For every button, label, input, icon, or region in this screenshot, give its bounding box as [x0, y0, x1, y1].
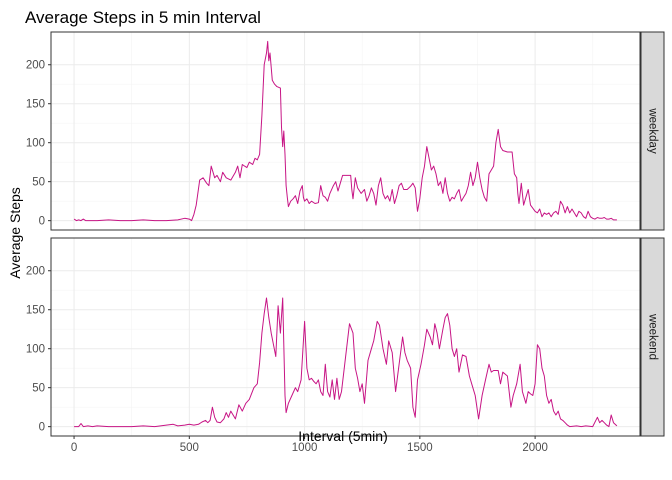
x-tick-label: 1500 — [407, 442, 433, 454]
facet-panel-weekday: weekday 0 50 100 150 200 — [26, 31, 665, 231]
facet-strip — [640, 31, 665, 231]
series-line-weekend — [74, 297, 618, 428]
panel-border — [50, 237, 641, 437]
y-tick-label: 50 — [32, 177, 45, 189]
facet-strip-label: weekday — [647, 107, 659, 154]
series-line-weekday — [73, 40, 617, 222]
y-tick-label: 150 — [26, 305, 45, 317]
facet-strip — [640, 237, 665, 437]
y-tick-label: 0 — [39, 216, 45, 228]
x-axis-title: Interval (5min) — [298, 428, 387, 444]
y-tick-label: 0 — [39, 422, 45, 434]
chart-title: Average Steps in 5 min Interval — [25, 8, 261, 27]
x-tick-label: 500 — [180, 442, 199, 454]
x-tick-label: 0 — [71, 442, 77, 454]
facet-strip-label: weekend — [647, 313, 659, 360]
y-tick-label: 50 — [32, 383, 45, 395]
y-tick-label: 100 — [26, 344, 45, 356]
y-axis-title: Average Steps — [7, 187, 23, 279]
y-tick-label: 100 — [26, 138, 45, 150]
x-tick-label: 1000 — [292, 442, 318, 454]
y-tick-label: 200 — [26, 266, 45, 278]
y-tick-label: 200 — [26, 60, 45, 72]
y-tick-label: 150 — [26, 99, 45, 111]
x-tick-label: 2000 — [522, 442, 548, 454]
panel-border — [50, 31, 641, 231]
